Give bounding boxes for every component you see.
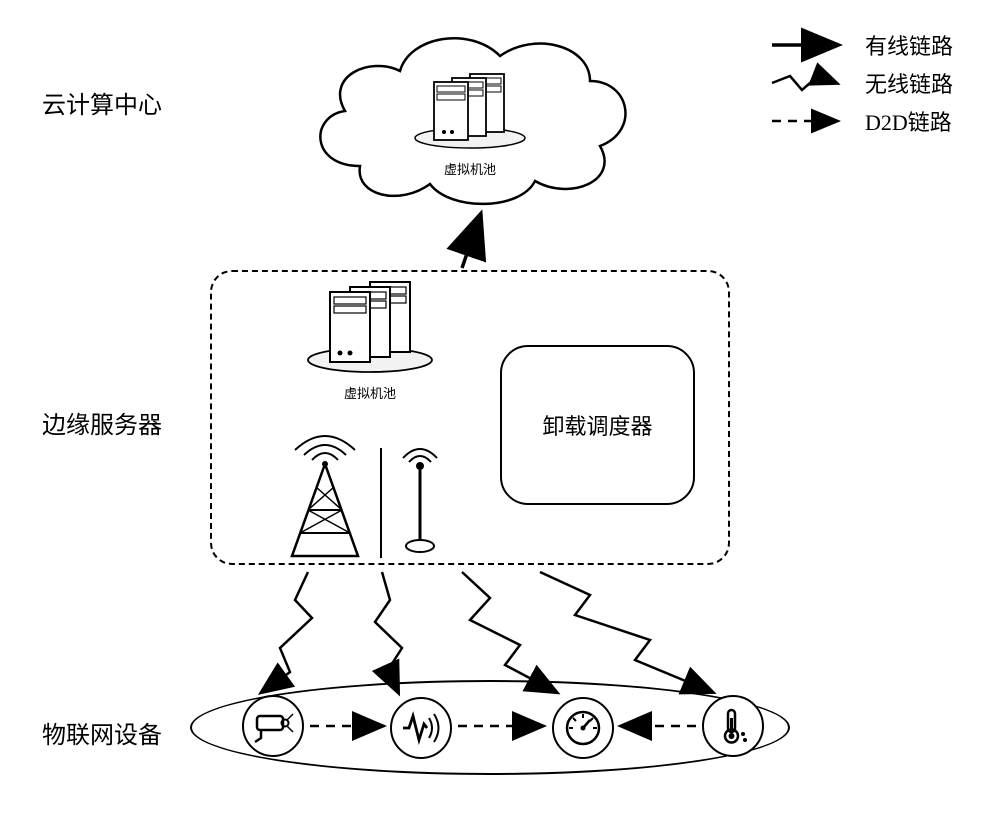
gauge-device bbox=[552, 697, 614, 759]
d2d-links bbox=[0, 0, 1000, 817]
heartbeat-device bbox=[390, 697, 452, 759]
diagram-root: 云计算中心 边缘服务器 物联网设备 有线链路 无线链路 D2D链路 bbox=[0, 0, 1000, 817]
camera-device bbox=[242, 695, 304, 757]
thermometer-device bbox=[702, 695, 764, 757]
camera-icon bbox=[251, 704, 295, 748]
heartbeat-icon bbox=[399, 706, 443, 750]
thermometer-icon bbox=[711, 704, 755, 748]
gauge-icon bbox=[561, 706, 605, 750]
